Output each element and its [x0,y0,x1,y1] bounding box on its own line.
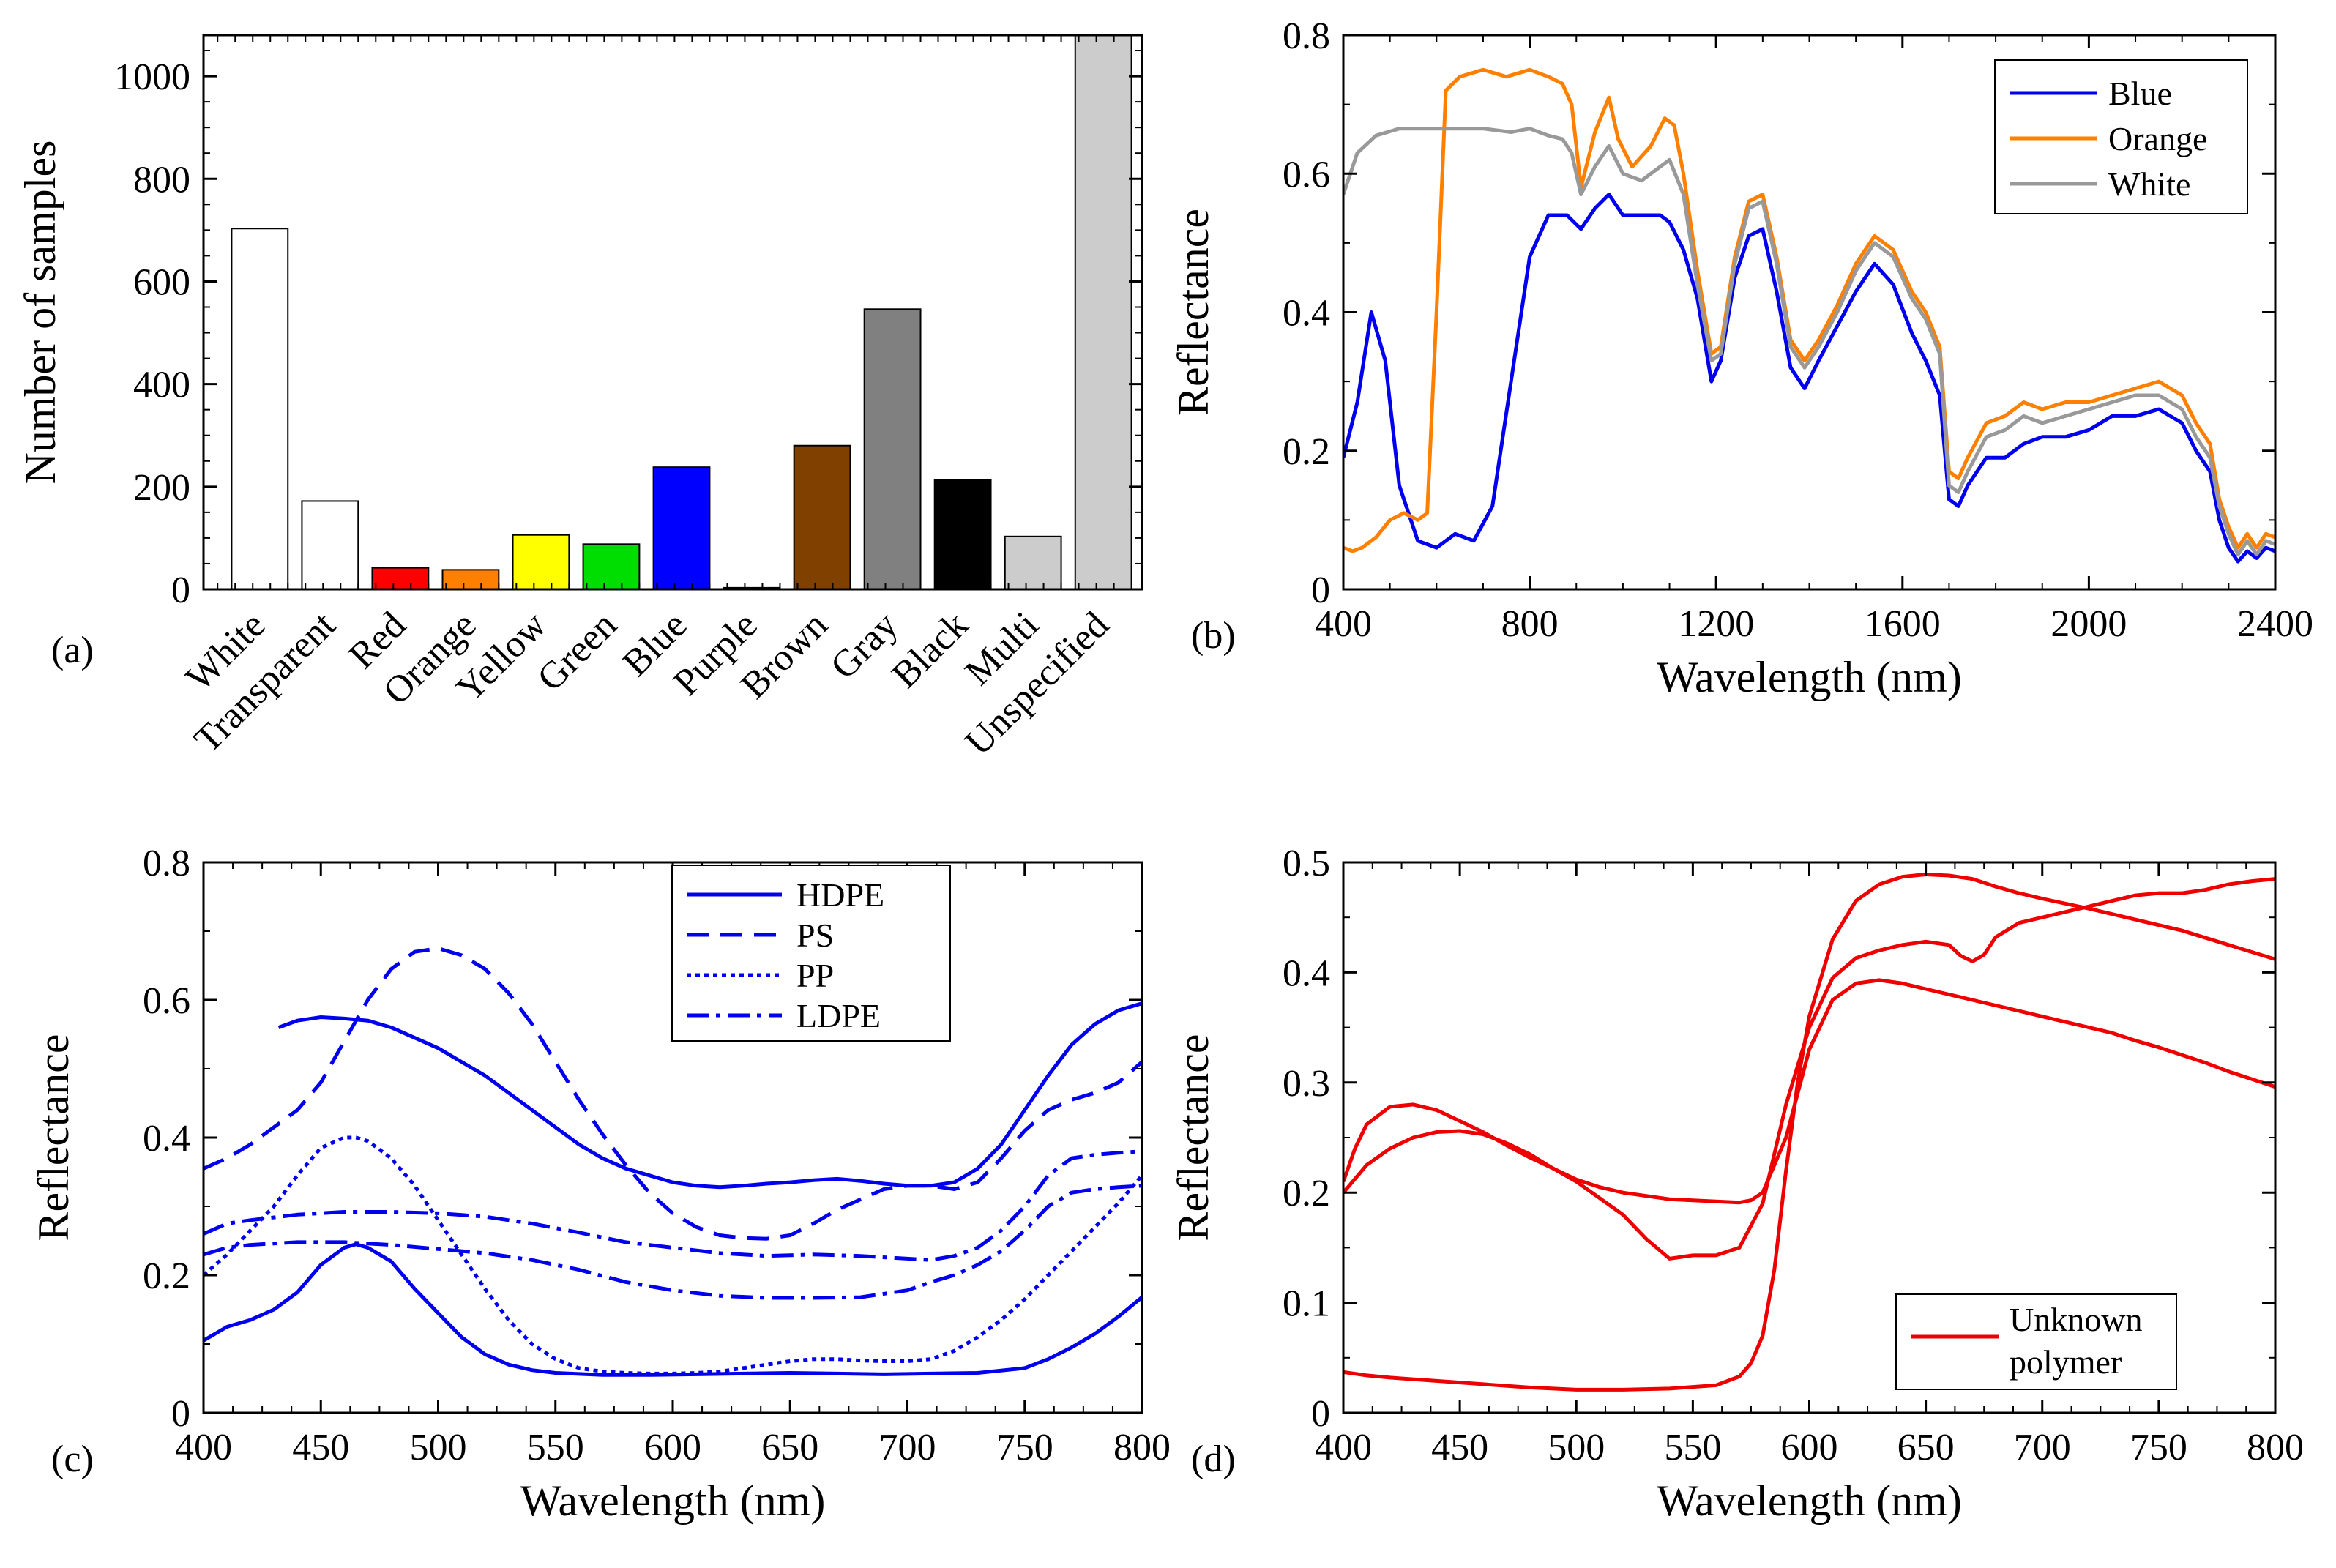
x-tick-label: 500 [410,1427,467,1468]
x-tick-label: 550 [527,1427,584,1468]
category-label: Green [529,604,624,699]
bar-red [371,567,430,590]
x-tick-label: 650 [1897,1427,1955,1468]
x-tick-label: 400 [1315,1427,1372,1468]
y-tick-label: 0 [1311,570,1330,611]
legend-label: Orange [2108,120,2207,157]
x-tick-label: 2400 [2237,603,2313,645]
y-tick-label: 0.3 [1283,1063,1330,1105]
y-tick-label: 0.4 [1283,952,1330,994]
legend-label: LDPE [796,997,881,1034]
legend-label: White [2108,165,2190,203]
x-tick-label: 750 [996,1427,1053,1468]
series-line-ps [204,947,1142,1241]
legend-label: PS [796,916,834,954]
bar-transparent [301,500,359,590]
x-tick-label: 800 [2247,1427,2304,1468]
y-tick-label: 0.4 [143,1118,190,1160]
x-tick-label: 400 [1315,603,1372,645]
legend-label: PP [796,957,834,994]
series-line-hdpe [204,1242,1142,1377]
panel-label: (c) [51,1438,94,1480]
bar-white [231,228,289,590]
y-tick-label: 0.8 [1283,15,1330,57]
bar-black [933,479,992,590]
panel-label: (a) [51,630,94,671]
x-tick-label: 1200 [1678,603,1754,645]
y-tick-label: 0 [171,1393,190,1435]
y-tick-label: 0.8 [143,843,190,884]
legend-label: HDPE [796,876,884,914]
bar-gray [863,308,922,590]
x-tick-label: 700 [2014,1427,2071,1468]
panel-b-line-chart: 400 800 1200 1600 2000 2400 0 0.2 0.4 0.6 0.8 Wavel… [1169,15,2313,701]
series-line-hdpe [277,1001,1142,1190]
y-tick-label: 0.2 [143,1255,190,1297]
x-tick-label: 700 [879,1427,936,1468]
y-axis-title: Reflectance [1169,209,1217,416]
a-plot-frame [202,34,1143,591]
x-tick-label: 500 [1548,1427,1605,1468]
x-tick-label: 550 [1664,1427,1721,1468]
series-line-blue [1343,193,2275,564]
x-tick-label: 400 [175,1427,232,1468]
x-axis-title: Wavelength (nm) [1657,653,1962,701]
x-tick-label: 800 [1501,603,1559,645]
x-axis-title: Wavelength (nm) [1657,1476,1962,1525]
y-tick-label: 0.1 [1283,1283,1330,1325]
y-tick-label: 0.6 [1283,154,1330,195]
series-line-white [1343,127,2275,557]
x-tick-label: 1600 [1865,603,1941,645]
legend-label: Unknown [2010,1301,2142,1338]
y-tick-label: 0.6 [143,980,190,1022]
y-tick-label: 0 [1311,1393,1330,1435]
x-tick-label: 2000 [2050,603,2127,645]
y-tick-label: 0.4 [1283,293,1330,335]
series-line-unknown-polymer [1343,978,2275,1205]
legend-label: polymer [2010,1343,2122,1381]
y-tick-label: 200 [133,467,190,509]
x-tick-label: 800 [1113,1427,1171,1468]
y-axis-title: Number of samples [16,141,64,485]
x-tick-label: 450 [1431,1427,1488,1468]
bar-brown [793,444,851,590]
category-label: Black [884,604,977,696]
series-line-unknown-polymer [1343,873,2275,1392]
legend-label: Blue [2108,75,2172,112]
x-tick-label: 650 [761,1427,818,1468]
y-tick-label: 0.2 [1283,431,1330,473]
y-tick-label: 0.2 [1283,1173,1330,1214]
panel-d-line-chart: 400 450 500 550 600 650 700 750 800 0 0.1 0.2 0.3 0.4… [1169,843,2304,1525]
bar-unspecified [1074,34,1132,590]
y-tick-label: 800 [133,159,190,201]
series-line-unknown-polymer [1343,877,2275,1261]
y-tick-label: 0.5 [1283,843,1330,884]
bar-yellow [512,534,570,590]
y-axis-title: Reflectance [1169,1034,1217,1241]
bar-multi [1004,535,1062,590]
series-line-pp [204,1135,1142,1375]
panel-c-line-chart: 400 450 500 550 600 650 700 750 800 0 0.2 0.4 0.6 0.8… [29,843,1171,1525]
x-tick-label: 600 [1781,1427,1838,1468]
y-tick-label: 1000 [114,56,190,98]
bar-blue [652,466,711,590]
panel-label: (d) [1191,1438,1236,1480]
y-tick-label: 600 [133,261,190,303]
bar-orange [441,569,500,590]
x-tick-label: 600 [644,1427,701,1468]
panel-a-bar-chart: WhiteTransparentRedOrangeYellowGreenBlue… [16,34,1143,764]
y-axis-title: Reflectance [29,1034,78,1241]
y-tick-label: 0 [171,570,190,611]
bar-green [582,543,641,591]
panel-label: (b) [1191,615,1236,657]
series-line-ldpe [204,1184,1142,1300]
x-tick-label: 450 [292,1427,349,1468]
legend-box [1895,1293,2177,1390]
y-tick-label: 400 [133,365,190,406]
series-line-ldpe [204,1149,1142,1262]
x-tick-label: 750 [2130,1427,2187,1468]
x-axis-title: Wavelength (nm) [520,1476,826,1525]
